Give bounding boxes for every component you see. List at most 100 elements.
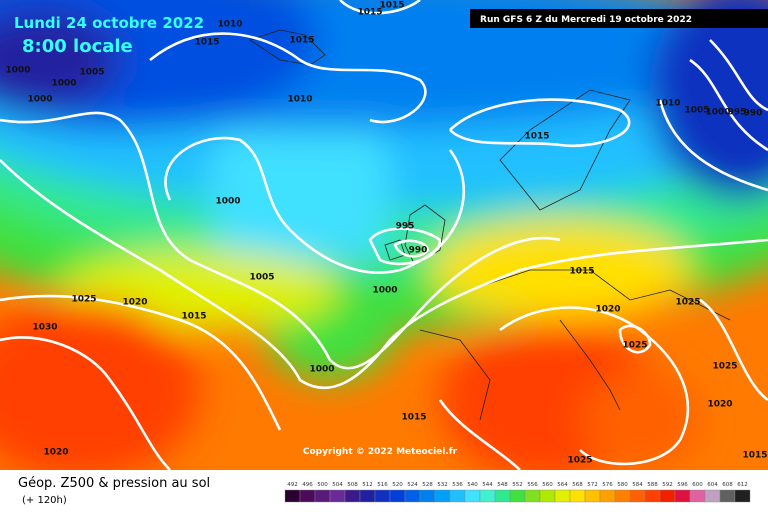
isobar-label: 1020 xyxy=(707,400,732,410)
isobar-label: 1020 xyxy=(595,305,620,315)
isobar-label: 1020 xyxy=(122,298,147,308)
field xyxy=(0,0,768,470)
colorbar-label: 508 xyxy=(347,482,358,488)
colorbar-swatch xyxy=(419,489,436,503)
colorbar-swatch xyxy=(404,489,421,503)
isobar-label: 990 xyxy=(744,109,763,119)
colorbar-label: 524 xyxy=(407,482,418,488)
colorbar-label: 496 xyxy=(302,482,313,488)
isobar-label: 1000 xyxy=(705,108,730,118)
isobar-label: 1015 xyxy=(181,312,206,322)
date: Lundi 24 octobre 2022 xyxy=(14,14,204,32)
isobar-label: 1005 xyxy=(249,273,274,283)
colorbar-swatch xyxy=(299,489,316,503)
colorbar-label: 612 xyxy=(737,482,748,488)
colorbar-swatch xyxy=(674,489,691,503)
colorbar-label: 520 xyxy=(392,482,403,488)
colorbar-swatch xyxy=(614,489,631,503)
isobar-label: 1015 xyxy=(569,267,594,277)
colorbar-label: 580 xyxy=(617,482,628,488)
isobar-label: 1015 xyxy=(194,38,219,48)
colorbar-label: 560 xyxy=(542,482,553,488)
colorbar-swatch xyxy=(329,489,346,503)
colorbar-swatch xyxy=(659,489,676,503)
colorbar-swatch xyxy=(464,489,481,503)
isobar-label: 995 xyxy=(396,222,415,232)
isobar-label: 1025 xyxy=(622,341,647,351)
colorbar-swatch xyxy=(734,489,751,503)
isobar-label: 1010 xyxy=(217,20,242,30)
colorbar-swatch xyxy=(374,489,391,503)
colorbar-label: 600 xyxy=(692,482,703,488)
colorbar-label: 552 xyxy=(512,482,523,488)
isobar-label: 1005 xyxy=(684,106,709,116)
colorbar-label: 544 xyxy=(482,482,493,488)
colorbar-swatch xyxy=(629,489,646,503)
colorbar-swatch xyxy=(524,489,541,503)
isobar-label: 1030 xyxy=(32,323,57,333)
isobar-label: 1015 xyxy=(289,36,314,46)
footer-lead: (+ 120h) xyxy=(22,495,67,506)
isobar-label: 1000 xyxy=(5,66,30,76)
isobar-label: 1000 xyxy=(215,197,240,207)
colorbar-swatch xyxy=(704,489,721,503)
colorbar-swatch xyxy=(584,489,601,503)
colorbar-label: 556 xyxy=(527,482,538,488)
colorbar-swatch xyxy=(479,489,496,503)
isobar-label: 1010 xyxy=(287,95,312,105)
colorbar-swatch xyxy=(284,489,301,503)
isobar-label: 1025 xyxy=(567,456,592,466)
colorbar-swatch xyxy=(509,489,526,503)
isobar-label: 1015 xyxy=(742,451,767,461)
colorbar-swatch xyxy=(359,489,376,503)
isobar-label: 1000 xyxy=(309,365,334,375)
colorbar-label: 516 xyxy=(377,482,388,488)
isobar-label: 1015 xyxy=(379,1,404,11)
colorbar-swatch xyxy=(314,489,331,503)
time: 8:00 locale xyxy=(22,36,133,57)
colorbar-swatch xyxy=(599,489,616,503)
colorbar-label: 584 xyxy=(632,482,643,488)
colorbar-swatch xyxy=(554,489,571,503)
colorbar-swatch xyxy=(389,489,406,503)
run-info: Run GFS 6 Z du Mercredi 19 octobre 2022 xyxy=(480,15,692,25)
colorbar-swatch xyxy=(494,489,511,503)
colorbar-label: 588 xyxy=(647,482,658,488)
run-banner xyxy=(470,9,768,28)
colorbar-swatch xyxy=(434,489,451,503)
isobar-label: 1015 xyxy=(357,8,382,18)
colorbar-label: 512 xyxy=(362,482,373,488)
colorbar-swatch xyxy=(719,489,736,503)
colorbar-swatch xyxy=(569,489,586,503)
isobar-label: 1025 xyxy=(712,362,737,372)
isobar-label: 1025 xyxy=(675,298,700,308)
colorbar-label: 548 xyxy=(497,482,508,488)
colorbar-label: 564 xyxy=(557,482,568,488)
isobar-label: 1000 xyxy=(372,286,397,296)
footer-title: Géop. Z500 & pression au sol xyxy=(18,476,210,491)
isobar-label: 1000 xyxy=(51,79,76,89)
isobar-label: 1010 xyxy=(655,99,680,109)
isobar-label: 1000 xyxy=(27,95,52,105)
colorbar-label: 568 xyxy=(572,482,583,488)
isobar-label: 1015 xyxy=(401,413,426,423)
colorbar-swatch xyxy=(689,489,706,503)
colorbar-swatch xyxy=(344,489,361,503)
colorbar-label: 604 xyxy=(707,482,718,488)
isobar-label: 1015 xyxy=(524,132,549,142)
isobar-label: 995 xyxy=(728,108,747,118)
isobar-label: 990 xyxy=(409,246,428,256)
colorbar-label: 592 xyxy=(662,482,673,488)
colorbar-label: 596 xyxy=(677,482,688,488)
colorbar-label: 576 xyxy=(602,482,613,488)
colorbar-label: 532 xyxy=(437,482,448,488)
isobar-label: 1025 xyxy=(71,295,96,305)
colorbar-swatch xyxy=(644,489,661,503)
copyright: Copyright © 2022 Meteociel.fr xyxy=(303,447,458,457)
isobar-label: 1005 xyxy=(79,68,104,78)
colorbar-label: 572 xyxy=(587,482,598,488)
colorbar-swatch xyxy=(449,489,466,503)
